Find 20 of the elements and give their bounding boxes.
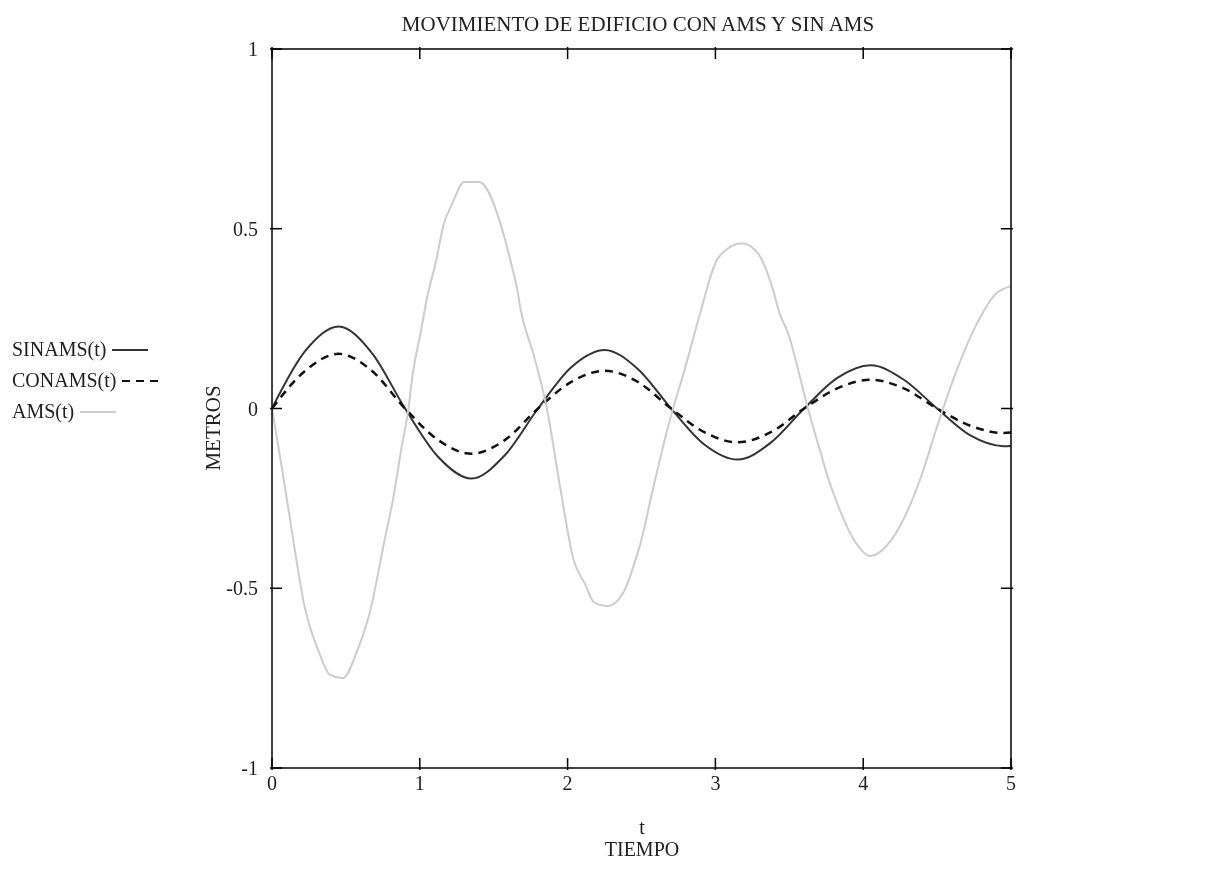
- x-tick-label: 4: [858, 772, 869, 794]
- x-axis-title: t TIEMPO: [603, 816, 681, 860]
- y-axis-title: METROS: [200, 385, 226, 471]
- legend-label: SINAMS(t): [12, 338, 107, 361]
- y-tick-label: 1: [248, 38, 258, 60]
- x-tick-label: 1: [414, 772, 425, 794]
- y-tick-label: 0.5: [233, 217, 258, 240]
- legend-label: CONAMS(t): [12, 369, 117, 392]
- legend-label: AMS(t): [12, 400, 75, 423]
- x-tick-label: 5: [1006, 772, 1016, 794]
- x-tick-label: 0: [267, 772, 277, 794]
- x-tick-label: 2: [562, 772, 573, 794]
- x-tick-label: 3: [710, 772, 721, 794]
- line-series: [272, 352, 1011, 456]
- y-tick-label: -1: [241, 757, 258, 779]
- line-series: [272, 181, 1011, 680]
- y-tick-label: -0.5: [226, 577, 258, 600]
- y-tick-label: 0: [248, 397, 258, 420]
- line-series: [272, 325, 1011, 480]
- chart-title: MOVIMIENTO DE EDIFICIO CON AMS Y SIN AMS: [400, 12, 876, 37]
